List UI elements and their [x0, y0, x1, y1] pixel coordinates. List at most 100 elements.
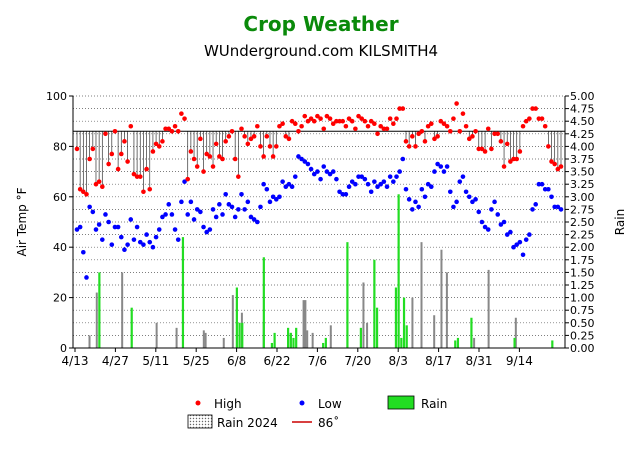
high-point	[150, 149, 156, 154]
low-point	[134, 224, 140, 230]
right-tick-label: 0.00	[570, 342, 595, 355]
high-point	[112, 128, 118, 134]
high-point	[546, 144, 551, 149]
low-point	[81, 249, 86, 255]
high-point	[84, 191, 89, 197]
low-point	[137, 239, 143, 245]
low-point	[267, 199, 273, 205]
chart-title: Crop Weather	[243, 12, 399, 36]
high-point	[245, 141, 251, 147]
right-tick-label: 0.75	[570, 304, 595, 317]
high-point	[495, 131, 501, 137]
low-point	[220, 212, 225, 217]
low-point	[226, 202, 232, 207]
low-point	[495, 212, 501, 217]
low-point	[482, 224, 488, 230]
low-point	[210, 207, 216, 212]
rain-2024-bar	[411, 297, 414, 348]
rain-bar	[513, 337, 516, 348]
low-point	[425, 181, 431, 187]
high-point	[305, 118, 311, 124]
low-point	[391, 179, 396, 184]
low-point	[508, 229, 513, 235]
rain-bar	[400, 337, 403, 348]
rain-bar	[262, 257, 265, 348]
high-point	[289, 118, 295, 124]
low-point	[302, 159, 308, 164]
high-point	[549, 159, 554, 164]
low-point	[277, 194, 282, 200]
high-point	[381, 126, 387, 132]
high-point	[182, 116, 187, 121]
low-point	[217, 202, 222, 207]
low-point	[555, 204, 561, 210]
right-tick-label: 2.25	[570, 229, 595, 242]
low-point	[454, 199, 459, 205]
high-point	[96, 179, 102, 184]
high-point	[485, 126, 491, 132]
high-point	[511, 156, 516, 162]
right-tick-label: 1.00	[570, 292, 595, 305]
high-point	[172, 123, 178, 129]
low-point	[109, 242, 115, 247]
low-point	[340, 191, 346, 197]
rain-bar	[270, 342, 274, 348]
high-point	[346, 116, 352, 121]
rain-bar	[98, 272, 101, 348]
high-point	[387, 116, 393, 121]
high-point	[527, 116, 532, 121]
rain-2024-bar	[420, 242, 423, 348]
high-point	[134, 174, 140, 179]
high-point	[264, 134, 270, 139]
high-point	[517, 149, 523, 154]
right-tick-label: 1.50	[570, 266, 595, 279]
high-point	[460, 111, 466, 116]
low-point	[438, 164, 444, 169]
high-point	[277, 123, 282, 129]
low-point	[372, 179, 377, 184]
high-point	[318, 116, 323, 121]
rain-2024-bar	[304, 300, 307, 348]
high-point	[558, 164, 564, 169]
low-point	[258, 204, 263, 210]
rain-2024-bar	[88, 335, 91, 348]
right-tick-label: 5.00	[570, 90, 595, 103]
high-point	[90, 146, 96, 152]
high-point	[340, 118, 346, 124]
right-tick-label: 1.75	[570, 254, 595, 267]
high-point	[384, 126, 390, 132]
low-point	[520, 252, 526, 258]
low-point	[236, 207, 241, 212]
rain-2024-bar	[175, 327, 178, 348]
low-point	[444, 164, 450, 169]
right-tick-label: 4.75	[570, 103, 595, 116]
low-point	[182, 179, 187, 184]
low-point	[150, 244, 156, 250]
right-tick-label: 1.25	[570, 279, 595, 292]
right-tick-label: 3.00	[570, 191, 595, 204]
low-point	[501, 219, 507, 225]
rain-2024-bar	[445, 272, 448, 348]
low-point	[378, 181, 383, 187]
right-tick-label: 3.25	[570, 178, 595, 191]
low-point	[147, 239, 153, 245]
high-point	[128, 123, 134, 129]
low-point	[131, 237, 137, 242]
low-point	[166, 202, 172, 207]
low-point	[473, 197, 478, 202]
low-point	[394, 174, 399, 179]
left-tick-label: 100	[46, 90, 67, 103]
x-tick-label: 8/17	[425, 354, 452, 368]
high-point	[308, 116, 314, 121]
low-point	[359, 174, 365, 179]
low-point	[530, 207, 535, 212]
high-point	[185, 176, 191, 182]
left-tick-label: 80	[53, 140, 67, 153]
low-point	[432, 169, 437, 174]
low-point	[324, 169, 330, 174]
low-point	[549, 194, 554, 200]
low-point	[229, 204, 235, 210]
low-point	[511, 244, 516, 250]
high-point	[482, 149, 488, 154]
